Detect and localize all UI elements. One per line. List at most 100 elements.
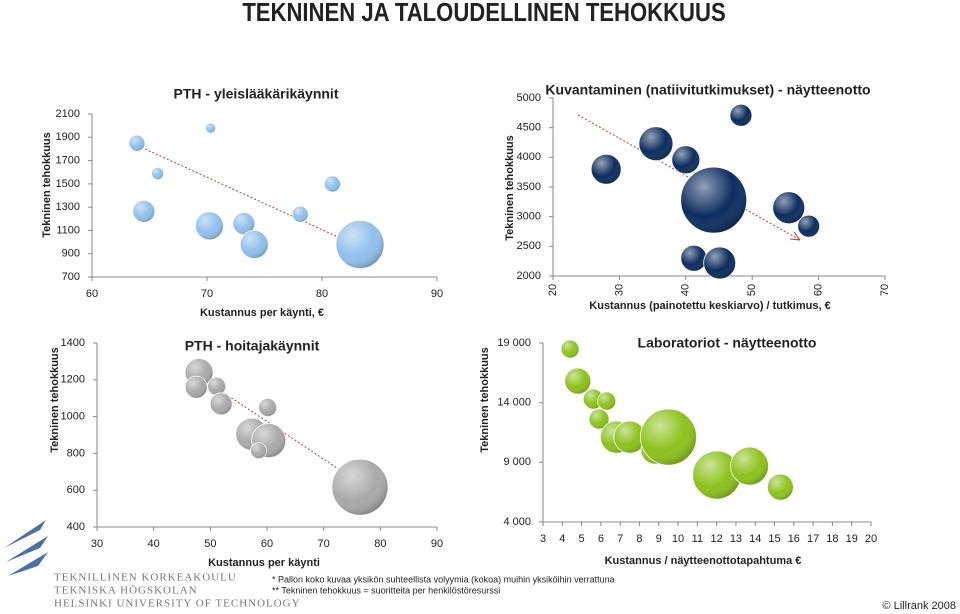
bubble (560, 339, 580, 359)
bubble (250, 442, 267, 460)
bubble (671, 145, 701, 175)
x-tick-label: 19 (846, 533, 858, 545)
bubble (209, 392, 233, 416)
bubble (640, 408, 697, 466)
x-tick-label: 9 (656, 533, 662, 545)
x-tick-label: 7 (617, 533, 623, 545)
bubble (132, 199, 156, 223)
x-tick-label: 80 (374, 538, 386, 550)
x-tick-label: 50 (746, 284, 758, 296)
bubble (323, 175, 341, 193)
chart: Laboratoriot - näytteenotto Kustannus / n… (479, 335, 877, 567)
footnote: * Pallon koko kuvaa yksikön suhteellista… (272, 574, 615, 584)
bubble (590, 153, 622, 185)
trend-arrow (789, 231, 801, 241)
bubble (680, 166, 748, 234)
bubble (205, 122, 216, 134)
logo-line: TEKNILLINEN KORKEAKOULU (54, 572, 237, 584)
bubble (184, 375, 208, 399)
bubble (797, 214, 821, 238)
y-tick-label: 400 (67, 521, 85, 533)
y-axis-label: Tekninen tehokkuus (41, 132, 53, 238)
bubble (703, 246, 737, 280)
y-tick-label: 1000 (61, 411, 85, 423)
y-tick-label: 2100 (56, 108, 80, 120)
trend-line (187, 368, 341, 471)
bubble (151, 166, 164, 180)
x-tick-label: 80 (316, 288, 328, 300)
y-tick-label: 3500 (517, 181, 541, 193)
x-tick-label: 70 (879, 284, 891, 296)
x-tick-label: 70 (318, 538, 330, 550)
x-axis-label: Kustannus per käynti (208, 557, 320, 569)
y-tick-label: 1500 (56, 178, 80, 190)
x-tick-label: 4 (559, 533, 565, 545)
y-tick-label: 14 000 (497, 397, 531, 409)
y-tick-label: 3000 (517, 211, 541, 223)
chart-title: PTH - hoitajakäynnit (185, 338, 320, 354)
x-tick-label: 90 (431, 288, 443, 300)
x-tick-label: 90 (431, 538, 443, 550)
bubble (638, 126, 674, 162)
copyright: © Lillrank 2008 (882, 600, 956, 612)
y-tick-label: 1300 (56, 201, 80, 213)
y-tick-label: 4500 (517, 122, 541, 134)
bubble (597, 391, 617, 411)
x-tick-label: 5 (579, 533, 585, 545)
y-tick-label: 600 (67, 484, 85, 496)
x-tick-label: 18 (826, 533, 838, 545)
x-tick-label: 40 (148, 538, 160, 550)
x-tick-label: 50 (204, 538, 216, 550)
chart-title: PTH - yleislääkärikäynnit (174, 86, 339, 102)
y-tick-label: 1400 (61, 337, 85, 349)
y-tick-label: 5000 (517, 92, 541, 104)
y-axis-label: Tekninen tehokkuus (49, 347, 61, 453)
bubble (128, 134, 146, 152)
x-axis-label: Kustannus (painotettu keskiarvo) / tutki… (589, 300, 830, 312)
bubble (730, 446, 769, 486)
x-tick-label: 12 (711, 533, 723, 545)
y-axis-label: Tekninen tehokkuus (504, 135, 516, 241)
y-tick-label: 19 000 (497, 337, 531, 349)
x-tick-label: 40 (680, 284, 692, 296)
y-tick-label: 900 (62, 248, 80, 260)
x-tick-label: 14 (749, 533, 761, 545)
y-tick-label: 9 000 (503, 456, 531, 468)
x-tick-label: 30 (91, 538, 103, 550)
bubble (766, 473, 794, 501)
bubble (258, 397, 277, 417)
x-tick-label: 20 (865, 533, 877, 545)
x-tick-label: 16 (788, 533, 800, 545)
bubble (291, 205, 309, 223)
chart: PTH - hoitajakäynnit Kustannus per käynti… (49, 337, 443, 569)
x-tick-label: 13 (730, 533, 742, 545)
chart: Kuvantaminen (natiivitutkimukset) - näyt… (504, 82, 891, 312)
y-tick-label: 1100 (56, 224, 80, 236)
bubble (331, 458, 389, 516)
chart-title: Laboratoriot - näytteenotto (638, 335, 817, 351)
x-tick-label: 60 (86, 288, 98, 300)
logo-line: HELSINKI UNIVERSITY OF TECHNOLOGY (54, 598, 301, 610)
logo: TEKNILLINEN KORKEAKOULU TEKNISKA HÖGSKOL… (4, 520, 301, 610)
bubble (680, 244, 708, 272)
x-tick-label: 8 (636, 533, 642, 545)
x-tick-label: 60 (261, 538, 273, 550)
x-tick-label: 3 (540, 533, 546, 545)
y-tick-label: 4 000 (503, 516, 531, 528)
page-title: TEKNINEN JA TALOUDELLINEN TEHOKKUUS (242, 0, 725, 27)
y-tick-label: 2500 (517, 240, 541, 252)
x-tick-label: 60 (813, 284, 825, 296)
trend-line (577, 114, 801, 241)
x-tick-label: 10 (672, 533, 684, 545)
y-tick-label: 700 (62, 271, 80, 283)
x-tick-label: 6 (598, 533, 604, 545)
chart: PTH - yleislääkärikäynnit Kustannus per k… (41, 86, 443, 319)
chart-title: Kuvantaminen (natiivitutkimukset) - näyt… (545, 82, 870, 98)
bubble (194, 211, 224, 241)
bubble (335, 219, 385, 269)
x-tick-label: 17 (807, 533, 819, 545)
y-tick-label: 1700 (56, 154, 80, 166)
y-tick-label: 800 (67, 447, 85, 459)
y-tick-label: 4000 (517, 151, 541, 163)
